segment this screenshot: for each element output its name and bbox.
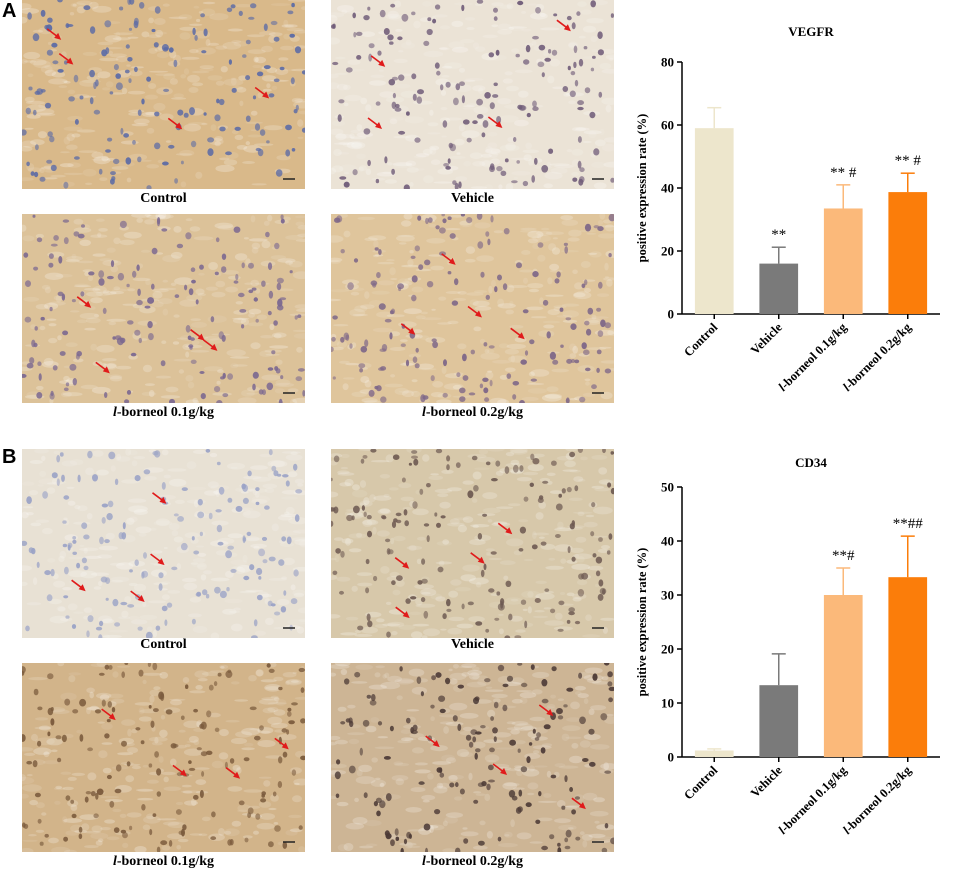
vegfr-bar-chart: VEGFR 0 20 40 60 80 positive expression rate (…	[635, 24, 940, 394]
x-tick-label: l-borneol 0.1g/kg	[776, 763, 850, 837]
x-tick-label: l-borneol 0.2g/kg	[840, 763, 914, 837]
micrograph-a-control	[22, 0, 305, 189]
caption-italic: l	[421, 854, 426, 869]
y-axis-label: positive expression rate (%)	[635, 114, 649, 263]
significance-label: **##	[893, 516, 924, 532]
caption-text: -borneol 0.1g/kg	[116, 405, 215, 420]
y-tick-label: 0	[668, 750, 675, 765]
x-tick-label: Control	[681, 320, 721, 360]
bar	[759, 263, 799, 314]
y-tick-label: 30	[661, 588, 674, 603]
y-tick-label: 50	[661, 480, 674, 495]
caption-b-borneol-low: l-borneol 0.1g/kg	[22, 854, 305, 870]
y-tick-label: 40	[661, 534, 674, 549]
caption-text: -borneol 0.1g/kg	[116, 854, 215, 869]
micrograph-b-borneol-high	[331, 663, 614, 852]
chart-title: CD34	[795, 455, 827, 470]
caption-text: Vehicle	[450, 637, 495, 652]
caption-text: -borneol 0.2g/kg	[425, 405, 524, 420]
micrograph-b-borneol-low	[22, 663, 305, 852]
bar	[823, 595, 863, 757]
caption-text: Control	[140, 637, 187, 652]
micrograph-a-borneol-high	[331, 214, 614, 403]
micrograph-b-vehicle	[331, 449, 614, 638]
x-tick-label: l-borneol 0.2g/kg	[840, 320, 914, 394]
y-tick-label: 10	[661, 696, 674, 711]
y-tick-label: 20	[661, 642, 674, 657]
significance-label: ** #	[895, 153, 922, 169]
y-tick-label: 80	[661, 55, 674, 70]
x-tick-label: l-borneol 0.1g/kg	[776, 320, 850, 394]
bar	[888, 577, 928, 757]
caption-text: Control	[140, 191, 187, 206]
bar	[759, 685, 799, 757]
chart-title: VEGFR	[788, 24, 834, 39]
caption-a-borneol-high: l-borneol 0.2g/kg	[331, 405, 614, 421]
caption-a-vehicle: Vehicle	[331, 191, 614, 207]
caption-text: -borneol 0.2g/kg	[425, 854, 524, 869]
bar	[694, 128, 734, 314]
cd34-bar-chart: CD34 0 10 20 30 40 50 positive expression rate …	[635, 455, 940, 837]
bar	[823, 208, 863, 314]
caption-text: Vehicle	[450, 191, 495, 206]
caption-b-vehicle: Vehicle	[331, 637, 614, 653]
x-tick-label: Vehicle	[748, 320, 785, 357]
micrograph-b-control	[22, 449, 305, 638]
caption-b-control: Control	[22, 637, 305, 653]
significance-label: **#	[832, 548, 855, 564]
micrograph-a-borneol-low	[22, 214, 305, 403]
y-tick-label: 20	[661, 244, 674, 259]
significance-label: ** #	[830, 165, 857, 181]
caption-a-borneol-low: l-borneol 0.1g/kg	[22, 405, 305, 421]
panel-letter-a: A	[2, 0, 17, 22]
bar	[694, 750, 734, 757]
y-tick-label: 40	[661, 181, 674, 196]
significance-label: **	[771, 227, 786, 243]
micrograph-a-vehicle	[331, 0, 614, 189]
y-tick-label: 0	[668, 307, 675, 322]
caption-italic: l	[112, 854, 117, 869]
y-axis-label: positive expression rate (%)	[635, 548, 649, 697]
caption-italic: l	[112, 405, 117, 420]
caption-b-borneol-high: l-borneol 0.2g/kg	[331, 854, 614, 870]
caption-italic: l	[421, 405, 426, 420]
y-tick-label: 60	[661, 118, 674, 133]
panel-letter-b: B	[2, 446, 17, 468]
x-tick-label: Vehicle	[748, 763, 785, 800]
bar	[888, 192, 928, 314]
caption-a-control: Control	[22, 191, 305, 207]
x-tick-label: Control	[681, 763, 721, 803]
